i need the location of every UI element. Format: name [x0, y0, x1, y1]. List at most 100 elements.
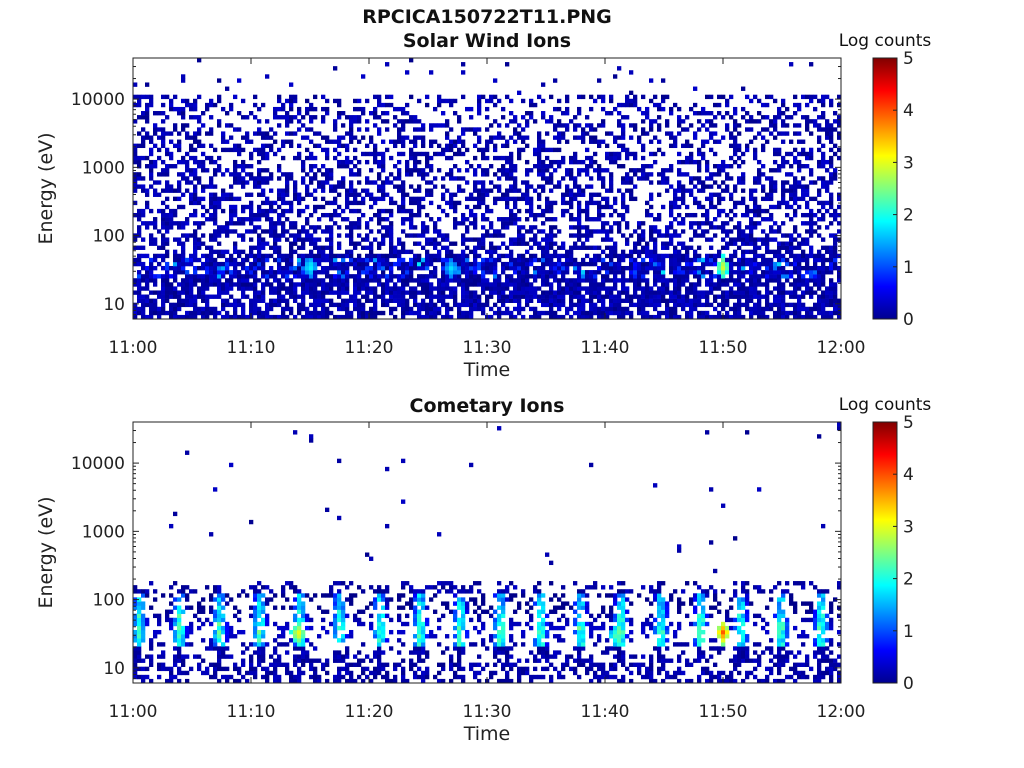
- heatmap-cell: [773, 119, 778, 124]
- heatmap-cell: [341, 123, 346, 128]
- heatmap-cell: [189, 314, 194, 320]
- heatmap-cell: [501, 286, 506, 291]
- heatmap-cell: [673, 265, 678, 271]
- heatmap-cell: [365, 265, 370, 271]
- heatmap-cell: [645, 200, 650, 206]
- heatmap-cell: [169, 139, 174, 144]
- heatmap-cell: [521, 253, 526, 259]
- heatmap-cell: [265, 306, 270, 312]
- heatmap-cell: [353, 282, 358, 287]
- heatmap-cell: [737, 265, 742, 271]
- heatmap-cell: [173, 278, 178, 283]
- heatmap-cell: [821, 278, 826, 283]
- heatmap-cell: [665, 253, 670, 259]
- heatmap-cell: [749, 298, 754, 303]
- heatmap-cell: [577, 188, 582, 193]
- heatmap-cell: [253, 212, 258, 218]
- heatmap-cell: [733, 237, 738, 242]
- heatmap-cell: [185, 168, 190, 173]
- heatmap-cell: [229, 278, 234, 283]
- heatmap-cell: [797, 196, 802, 202]
- heatmap-cell: [829, 286, 834, 291]
- heatmap-cell: [577, 233, 582, 238]
- heatmap-cell: [161, 217, 166, 222]
- heatmap-cell: [645, 176, 650, 181]
- heatmap-cell: [197, 265, 202, 271]
- heatmap-cell: [149, 168, 154, 173]
- heatmap-cell: [381, 111, 386, 116]
- heatmap-cell: [345, 217, 350, 222]
- heatmap-cell: [725, 290, 730, 295]
- heatmap-cell: [145, 294, 150, 299]
- heatmap-cell: [653, 270, 658, 275]
- heatmap-cell: [793, 270, 798, 275]
- heatmap-cell: [721, 257, 726, 263]
- heatmap-cell: [429, 253, 434, 259]
- heatmap-cell: [577, 302, 582, 308]
- heatmap-cell: [673, 290, 678, 295]
- heatmap-cell: [373, 115, 378, 120]
- heatmap-cell: [213, 168, 218, 173]
- heatmap-cell: [709, 225, 714, 230]
- heatmap-cell: [533, 286, 538, 291]
- heatmap-cell: [769, 229, 774, 234]
- heatmap-cell: [385, 176, 390, 181]
- heatmap-cell: [813, 278, 818, 283]
- heatmap-cell: [369, 111, 374, 116]
- heatmap-cell: [317, 168, 322, 173]
- heatmap-cell: [305, 217, 310, 222]
- heatmap-cell: [225, 286, 230, 291]
- heatmap-cell: [561, 155, 566, 161]
- heatmap-cell: [721, 302, 726, 308]
- heatmap-cell: [289, 225, 294, 230]
- heatmap-cell: [433, 270, 438, 275]
- heatmap-cell: [749, 282, 754, 287]
- heatmap-cell: [173, 302, 178, 308]
- heatmap-cell: [593, 139, 598, 144]
- heatmap-cell: [177, 314, 182, 320]
- heatmap-cell: [649, 151, 654, 157]
- heatmap-cell: [373, 278, 378, 283]
- heatmap-cell: [765, 127, 770, 132]
- heatmap-cell: [529, 111, 534, 116]
- heatmap-cell: [517, 286, 522, 291]
- heatmap-cell: [441, 111, 446, 116]
- heatmap-cell: [509, 176, 514, 181]
- heatmap-cell: [769, 278, 774, 283]
- heatmap-cell: [829, 261, 834, 267]
- heatmap-cell: [381, 151, 386, 157]
- heatmap-cell: [757, 180, 762, 185]
- heatmap-cell: [725, 172, 730, 177]
- heatmap-cell: [325, 200, 330, 206]
- heatmap-cell: [729, 155, 734, 161]
- heatmap-cell: [409, 208, 414, 214]
- heatmap-cell: [333, 188, 338, 193]
- heatmap-cell: [177, 294, 182, 299]
- heatmap-cell: [301, 180, 306, 185]
- heatmap-cell: [141, 298, 146, 303]
- heatmap-cell: [805, 257, 810, 263]
- heatmap-cell: [277, 217, 282, 222]
- heatmap-cell: [789, 139, 794, 144]
- heatmap-cell: [277, 168, 282, 173]
- heatmap-cell: [737, 180, 742, 185]
- heatmap-cell: [305, 261, 310, 267]
- heatmap-cell: [509, 221, 514, 226]
- heatmap-cell: [629, 102, 634, 108]
- heatmap-cell: [761, 310, 766, 316]
- heatmap-cell: [493, 184, 498, 189]
- heatmap-cell: [465, 225, 470, 230]
- heatmap-cell: [737, 294, 742, 299]
- heatmap-cell: [241, 306, 246, 312]
- heatmap-cell: [325, 212, 330, 218]
- heatmap-cell: [469, 192, 474, 197]
- heatmap-cell: [377, 127, 382, 132]
- heatmap-cell: [133, 176, 138, 181]
- heatmap-cell: [641, 164, 646, 169]
- heatmap-cell: [765, 290, 770, 295]
- heatmap-cell: [613, 135, 618, 140]
- heatmap-cell: [589, 245, 594, 250]
- heatmap-cell: [505, 217, 510, 222]
- heatmap-cell: [781, 155, 786, 161]
- heatmap-cell: [589, 127, 594, 132]
